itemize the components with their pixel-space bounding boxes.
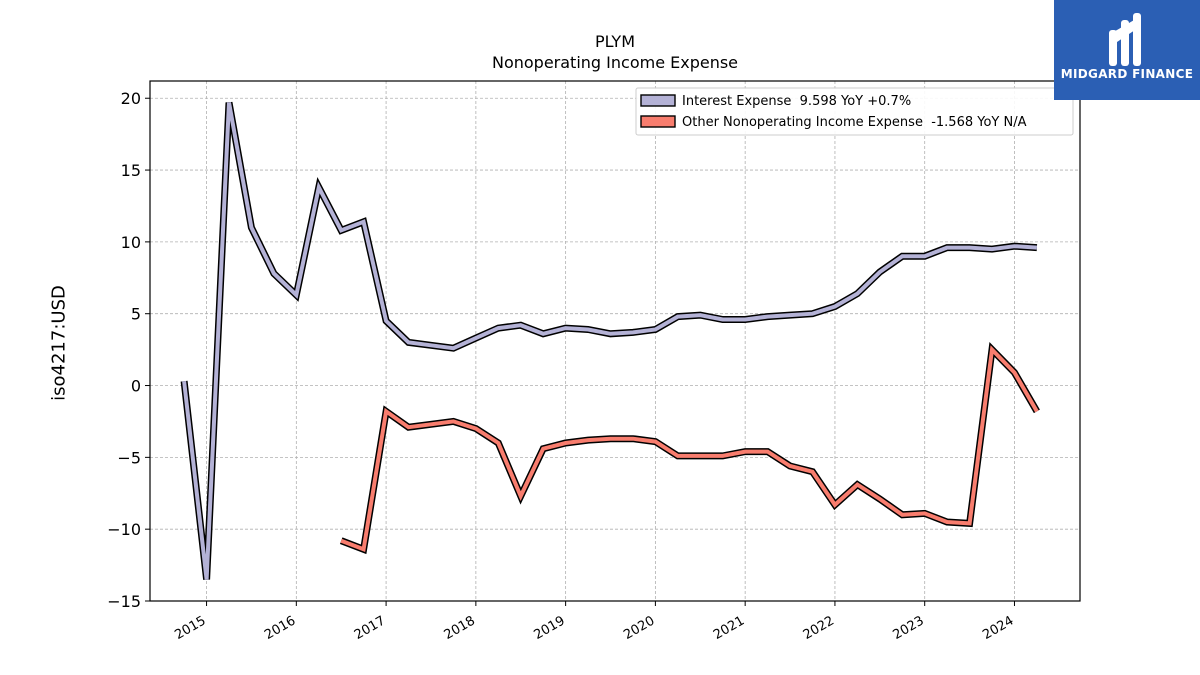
x-tick-label: 2024	[980, 613, 1016, 643]
y-tick-label: −10	[107, 520, 141, 539]
x-tick-label: 2015	[172, 613, 208, 643]
x-tick-label: 2018	[442, 613, 478, 643]
x-axis-ticks: 2015 2016 2017 2018 2019 2020 2021 2022 2023 2024	[172, 601, 1016, 643]
logo-text: MIDGARD FINANCE	[1060, 67, 1194, 81]
series-layer	[180, 101, 1040, 580]
x-tick-label: 2020	[621, 613, 657, 643]
x-tick-label: 2023	[891, 613, 927, 643]
y-tick-label: 20	[121, 89, 141, 108]
legend: Interest Expense 9.598 YoY +0.7% Other N…	[635, 87, 1074, 136]
plot-frame	[149, 80, 1081, 602]
x-tick-label: 2016	[262, 613, 298, 643]
legend-label-other-nonoperating: Other Nonoperating Income Expense -1.568…	[682, 115, 1027, 130]
x-tick-label: 2022	[801, 613, 837, 643]
legend-swatch-other-nonoperating	[640, 115, 676, 128]
y-tick-label: 10	[121, 233, 141, 252]
series-line-0	[182, 102, 1038, 580]
midgard-finance-logo: MIDGARD FINANCE	[1054, 0, 1200, 100]
chart-title: PLYM	[594, 32, 635, 51]
y-axis-ticks: 20 15 10 5 0 −5 −10 −15	[107, 89, 150, 611]
y-tick-label: −5	[117, 448, 141, 467]
logo-mark-icon	[1109, 13, 1141, 66]
series-line-1	[340, 345, 1039, 553]
legend-label-interest-expense: Interest Expense 9.598 YoY +0.7%	[682, 94, 911, 109]
series-outline-0	[180, 101, 1038, 580]
legend-box	[635, 87, 1074, 136]
legend-swatch-interest-expense	[640, 94, 676, 107]
series-outline-1	[339, 341, 1040, 555]
y-tick-label: 5	[131, 305, 141, 324]
y-tick-label: 15	[121, 161, 141, 180]
x-tick-label: 2019	[531, 613, 567, 643]
y-tick-label: 0	[131, 377, 141, 396]
x-tick-label: 2017	[352, 613, 388, 643]
x-tick-label: 2021	[711, 613, 747, 643]
chart-subtitle: Nonoperating Income Expense	[491, 53, 739, 72]
y-tick-label: −15	[107, 592, 141, 611]
